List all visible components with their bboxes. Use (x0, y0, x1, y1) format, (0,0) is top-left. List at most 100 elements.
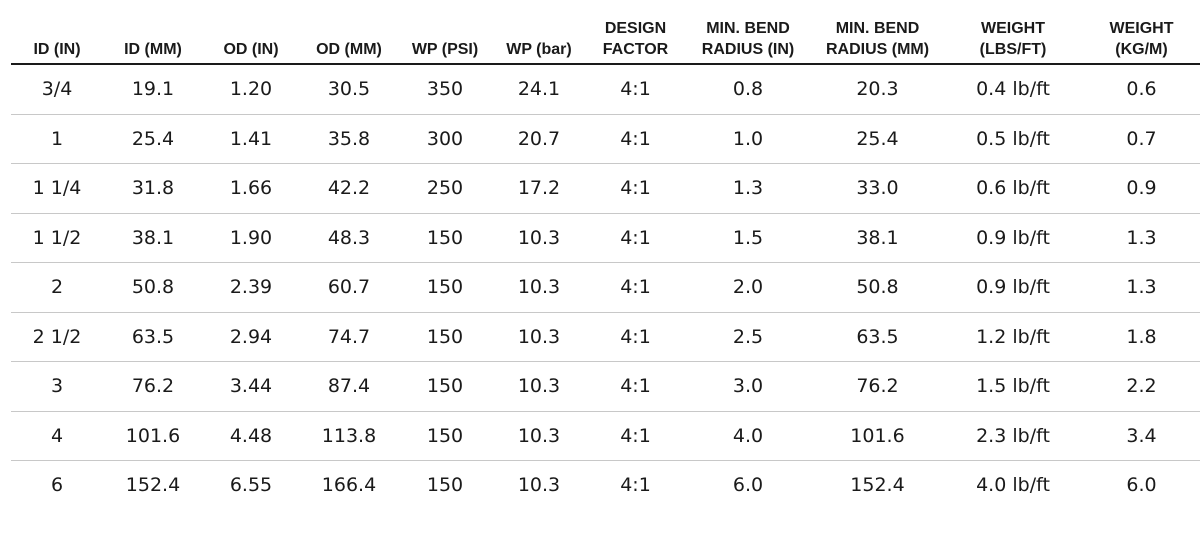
header-line1 (11, 18, 103, 39)
table-cell: 2.94 (203, 312, 299, 362)
table-cell: 10.3 (491, 213, 587, 263)
table-cell: 42.2 (299, 163, 399, 214)
header-bend-radius-mm: MIN. BEND RADIUS (MM) (812, 18, 943, 65)
table-cell: 1.8 (1083, 312, 1200, 362)
header-line2: WP (PSI) (411, 41, 479, 58)
table-cell: 1.20 (203, 64, 299, 115)
header-line2: (LBS/FT) (979, 41, 1047, 58)
table-cell: 63.5 (812, 312, 943, 362)
table-cell: 0.4 lb/ft (943, 64, 1083, 115)
table-cell: 19.1 (103, 64, 203, 115)
table-cell: 50.8 (103, 262, 203, 313)
header-bend-radius-in: MIN. BEND RADIUS (IN) (684, 18, 812, 65)
header-id-mm: ID (MM) (103, 18, 203, 65)
table-cell: 150 (399, 213, 491, 263)
header-od-mm: OD (MM) (299, 18, 399, 65)
table-cell: 2.0 (684, 262, 812, 313)
header-weight-lbs-ft: WEIGHT (LBS/FT) (943, 18, 1083, 65)
header-line2: RADIUS (MM) (825, 41, 930, 58)
table-cell: 10.3 (491, 312, 587, 362)
table-cell: 4.48 (203, 411, 299, 461)
table-cell: 2 1/2 (11, 312, 103, 362)
table-cell: 10.3 (491, 361, 587, 412)
table-cell: 3.4 (1083, 411, 1200, 461)
table-cell: 0.9 lb/ft (943, 262, 1083, 313)
table-cell: 300 (399, 114, 491, 164)
table-cell: 1.2 lb/ft (943, 312, 1083, 362)
table-cell: 150 (399, 262, 491, 313)
table-row: 1 1/2 38.1 1.90 48.3 150 10.3 4:1 1.5 38.1 0.9 lb… (11, 213, 1200, 263)
table-cell: 166.4 (321, 474, 377, 497)
table-cell: 3.44 (203, 361, 299, 412)
table-cell: 38.1 (103, 213, 203, 263)
header-line1: MIN. BEND (835, 20, 920, 37)
header-line2: FACTOR (602, 41, 669, 58)
table-cell: 4:1 (587, 163, 684, 214)
table-cell: 4:1 (587, 312, 684, 362)
table-cell: 1.3 (1083, 262, 1200, 313)
header-design-factor: DESIGN FACTOR (587, 18, 684, 65)
table-cell: 1.0 (684, 114, 812, 164)
table-cell: 3 (11, 361, 103, 412)
table-cell: 2.39 (203, 262, 299, 313)
table-cell: 17.2 (491, 163, 587, 214)
table-row: 1 25.4 1.41 35.8 300 20.7 4:1 1.0 25.4 0.5 lb/ft 0… (11, 114, 1200, 164)
table-row: 6 152.4 6.55 166.4 150 10.3 4:1 6.0 152.4 4.0 lb/… (11, 461, 1200, 510)
table-cell: 0.6 (1083, 64, 1200, 115)
table-cell: 101.6 (812, 411, 943, 461)
table-cell: 1.41 (203, 114, 299, 164)
table-cell: 4 (11, 411, 103, 461)
table-cell: 24.1 (491, 64, 587, 115)
table-cell: 48.3 (299, 213, 399, 263)
table-cell: 2 (11, 262, 103, 313)
table-cell: 1.3 (684, 163, 812, 214)
header-weight-kg-m: WEIGHT (KG/M) (1083, 18, 1200, 65)
table-cell: 0.9 (1083, 163, 1200, 214)
header-line2: OD (IN) (223, 41, 279, 58)
table-cell: 0.5 lb/ft (943, 114, 1083, 164)
table-cell: 10.3 (491, 262, 587, 313)
table-cell: 0.7 (1083, 114, 1200, 164)
table-cell: 0.9 lb/ft (943, 213, 1083, 263)
header-line2: (KG/M) (1115, 41, 1168, 58)
table-cell: 350 (399, 64, 491, 115)
table-cell: 0.6 lb/ft (943, 163, 1083, 214)
table-cell: 4:1 (587, 411, 684, 461)
table-row: 2 1/2 63.5 2.94 74.7 150 10.3 4:1 2.5 63.5 1.2 lb… (11, 312, 1200, 362)
table-cell: 1 1/2 (11, 213, 103, 263)
header-od-in: OD (IN) (203, 18, 299, 65)
table-cell: 152.4 (125, 474, 181, 497)
table-row: 4 101.6 4.48 113.8 150 10.3 4:1 4.0 101.6 2.3 lb/… (11, 411, 1200, 461)
table-cell: 1.5 lb/ft (943, 361, 1083, 412)
table-cell: 33.0 (812, 163, 943, 214)
table-cell: 74.7 (299, 312, 399, 362)
table-cell: 31.8 (103, 163, 203, 214)
header-line2: ID (IN) (33, 41, 81, 58)
table-cell: 6.0 (732, 474, 764, 497)
table-cell: 4.0 (684, 411, 812, 461)
table-cell: 2.3 lb/ft (943, 411, 1083, 461)
table-row: 3/4 19.1 1.20 30.5 350 24.1 4:1 0.8 20.3 0.4 lb/f… (11, 64, 1200, 115)
table-cell: 35.8 (299, 114, 399, 164)
table-row: 2 50.8 2.39 60.7 150 10.3 4:1 2.0 50.8 0.9 lb/ft 1… (11, 262, 1200, 313)
table-cell: 6.55 (229, 474, 273, 497)
header-line1 (203, 18, 299, 39)
table-cell: 1 1/4 (11, 163, 103, 214)
table-cell: 76.2 (812, 361, 943, 412)
header-line1: WEIGHT (1109, 20, 1174, 37)
table-cell: 1 (11, 114, 103, 164)
table-body: 3/4 19.1 1.20 30.5 350 24.1 4:1 0.8 20.3 0.4 lb/f… (11, 64, 1200, 510)
header-line1 (103, 18, 203, 39)
header-line1: MIN. BEND (706, 20, 790, 37)
table-cell: 20.7 (491, 114, 587, 164)
table-cell: 6 (50, 474, 64, 497)
table-cell: 113.8 (299, 411, 399, 461)
table-cell: 60.7 (299, 262, 399, 313)
table-cell: 150 (399, 411, 491, 461)
header-line1: WEIGHT (981, 20, 1045, 37)
header-line1: DESIGN (604, 20, 667, 37)
table-cell: 25.4 (812, 114, 943, 164)
table-cell: 6.0 (1126, 474, 1157, 497)
header-wp-bar: WP (bar) (491, 18, 587, 65)
table-cell: 4:1 (587, 64, 684, 115)
